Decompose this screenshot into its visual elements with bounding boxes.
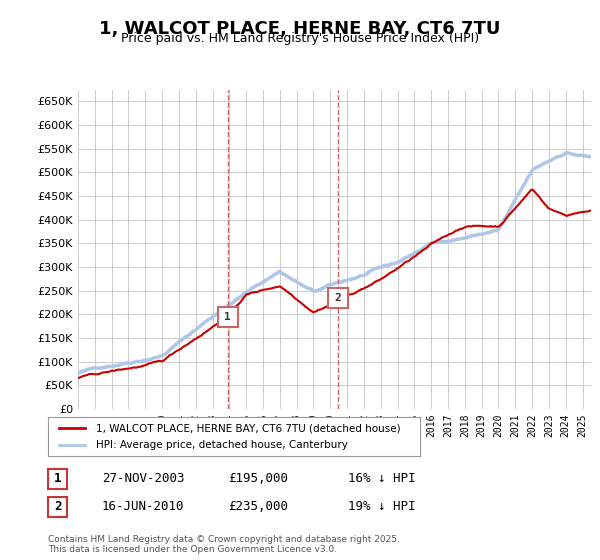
Text: 16-JUN-2010: 16-JUN-2010 <box>102 500 185 514</box>
Text: 2: 2 <box>335 293 341 302</box>
Text: £235,000: £235,000 <box>228 500 288 514</box>
Text: Contains HM Land Registry data © Crown copyright and database right 2025.
This d: Contains HM Land Registry data © Crown c… <box>48 535 400 554</box>
Text: Price paid vs. HM Land Registry's House Price Index (HPI): Price paid vs. HM Land Registry's House … <box>121 32 479 45</box>
Text: 19% ↓ HPI: 19% ↓ HPI <box>348 500 415 514</box>
Text: 1: 1 <box>54 472 61 486</box>
Text: £195,000: £195,000 <box>228 472 288 486</box>
Text: 16% ↓ HPI: 16% ↓ HPI <box>348 472 415 486</box>
Text: 27-NOV-2003: 27-NOV-2003 <box>102 472 185 486</box>
Text: 1: 1 <box>224 311 231 321</box>
Text: 2: 2 <box>54 500 61 514</box>
Text: 1, WALCOT PLACE, HERNE BAY, CT6 7TU: 1, WALCOT PLACE, HERNE BAY, CT6 7TU <box>100 20 500 38</box>
Text: HPI: Average price, detached house, Canterbury: HPI: Average price, detached house, Cant… <box>97 440 348 450</box>
Text: 1, WALCOT PLACE, HERNE BAY, CT6 7TU (detached house): 1, WALCOT PLACE, HERNE BAY, CT6 7TU (det… <box>97 423 401 433</box>
